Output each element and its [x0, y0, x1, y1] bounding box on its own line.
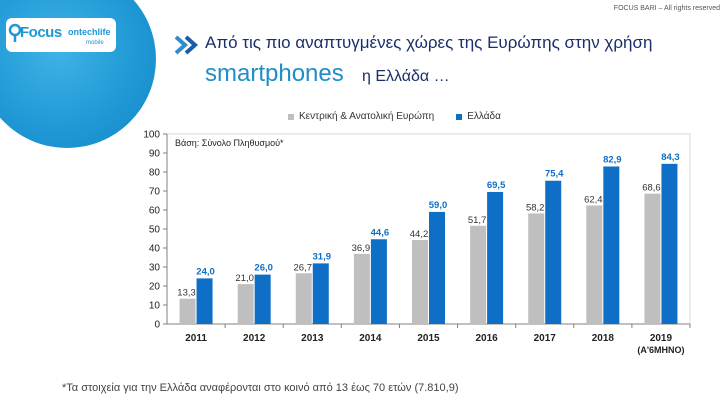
legend-label: Κεντρική & Ανατολική Ευρώπη	[299, 111, 435, 122]
magnifier-icon	[8, 23, 22, 42]
y-tick-label: 30	[149, 263, 161, 274]
data-label-greece: 26,0	[254, 263, 273, 274]
legend-swatch-gray	[288, 113, 294, 120]
y-tick-label: 90	[149, 149, 161, 160]
legend-item-central-eastern-europe: Κεντρική & Ανατολική Ευρώπη	[288, 111, 434, 122]
bar-central-eastern-europe	[353, 253, 370, 324]
bar-greece	[429, 211, 445, 324]
legend-label: Ελλάδα	[467, 111, 501, 122]
y-tick-label: 100	[143, 130, 160, 141]
y-tick-label: 80	[149, 168, 161, 179]
bar-greece	[545, 180, 562, 324]
bar-greece	[487, 191, 504, 324]
bar-central-eastern-europe	[179, 298, 196, 324]
base-note: Βάση: Σύνολο Πληθυσμού*	[175, 138, 284, 148]
bar-central-eastern-europe	[295, 273, 312, 324]
data-label-greece: 84,3	[661, 152, 680, 163]
data-label-central-eastern-europe: 13,3	[177, 288, 196, 299]
bar-central-eastern-europe	[470, 225, 487, 324]
bar-central-eastern-europe	[237, 284, 254, 324]
bar-greece	[312, 263, 329, 324]
data-label-greece: 75,4	[545, 169, 564, 180]
data-label-central-eastern-europe: 21,0	[235, 273, 254, 284]
data-label-central-eastern-europe: 51,7	[468, 215, 487, 226]
bar-central-eastern-europe	[528, 213, 545, 324]
bar-central-eastern-europe	[644, 193, 661, 324]
headline-smartphones: smartphones	[205, 60, 344, 87]
chevron-double-right-icon	[174, 35, 199, 55]
y-tick-label: 0	[154, 320, 160, 331]
logo-ontechlife-text: ontechlife	[68, 27, 111, 37]
x-tick-label: 2011	[185, 333, 207, 344]
data-label-greece: 69,5	[487, 180, 506, 191]
y-tick-label: 40	[149, 244, 161, 255]
y-tick-label: 70	[149, 187, 161, 198]
bar-greece	[661, 163, 678, 324]
data-label-central-eastern-europe: 58,2	[526, 202, 545, 213]
data-label-greece: 59,0	[429, 200, 448, 211]
bar-greece	[603, 166, 620, 324]
logo-focus-text: Focus	[20, 24, 62, 41]
x-tick-label: 2014	[359, 333, 382, 344]
data-label-central-eastern-europe: 68,6	[642, 183, 661, 194]
bar-central-eastern-europe	[586, 205, 603, 324]
y-tick-label: 60	[149, 206, 161, 217]
copyright-text: FOCUS BARI – All rights reserved	[613, 5, 720, 12]
headline-line1: Από τις πιο αναπτυγμένες χώρες της Ευρώπ…	[205, 33, 653, 52]
legend-swatch-blue	[456, 113, 463, 120]
x-tick-label: 2015	[417, 333, 440, 344]
data-label-central-eastern-europe: 36,9	[352, 243, 371, 254]
logo-sub-text: mobile	[86, 40, 104, 46]
x-tick-label: 2018	[592, 333, 615, 344]
y-tick-label: 50	[149, 225, 161, 236]
bar-central-eastern-europe	[412, 240, 428, 324]
x-tick-label: 2016	[475, 333, 498, 344]
footnote: *Τα στοιχεία για την Ελλάδα αναφέρονται …	[62, 382, 459, 394]
headline-greece: η Ελλάδα …	[362, 68, 450, 85]
legend-item-greece: Ελλάδα	[456, 111, 501, 122]
data-label-greece: 31,9	[313, 251, 332, 262]
bar-greece	[254, 274, 271, 324]
data-label-greece: 44,6	[371, 227, 390, 238]
x-tick-label: 2012	[243, 333, 266, 344]
x-tick-label: 2017	[534, 333, 557, 344]
logo-badge	[6, 18, 116, 52]
bar-greece	[196, 278, 213, 324]
x-tick-sublabel: (Α'6ΜΗΝΟ)	[637, 345, 684, 355]
bar-greece	[370, 239, 387, 324]
x-tick-label: 2013	[301, 333, 324, 344]
data-label-greece: 82,9	[603, 154, 622, 165]
data-label-central-eastern-europe: 26,7	[294, 262, 313, 273]
data-label-greece: 24,0	[196, 266, 215, 277]
x-tick-label: 2019	[650, 333, 673, 344]
chart-legend: Κεντρική & Ανατολική Ευρώπη Ελλάδα	[288, 111, 523, 122]
data-label-central-eastern-europe: 44,2	[410, 229, 429, 240]
y-tick-label: 10	[149, 301, 161, 312]
y-tick-label: 20	[149, 282, 161, 293]
data-label-central-eastern-europe: 62,4	[584, 194, 603, 205]
